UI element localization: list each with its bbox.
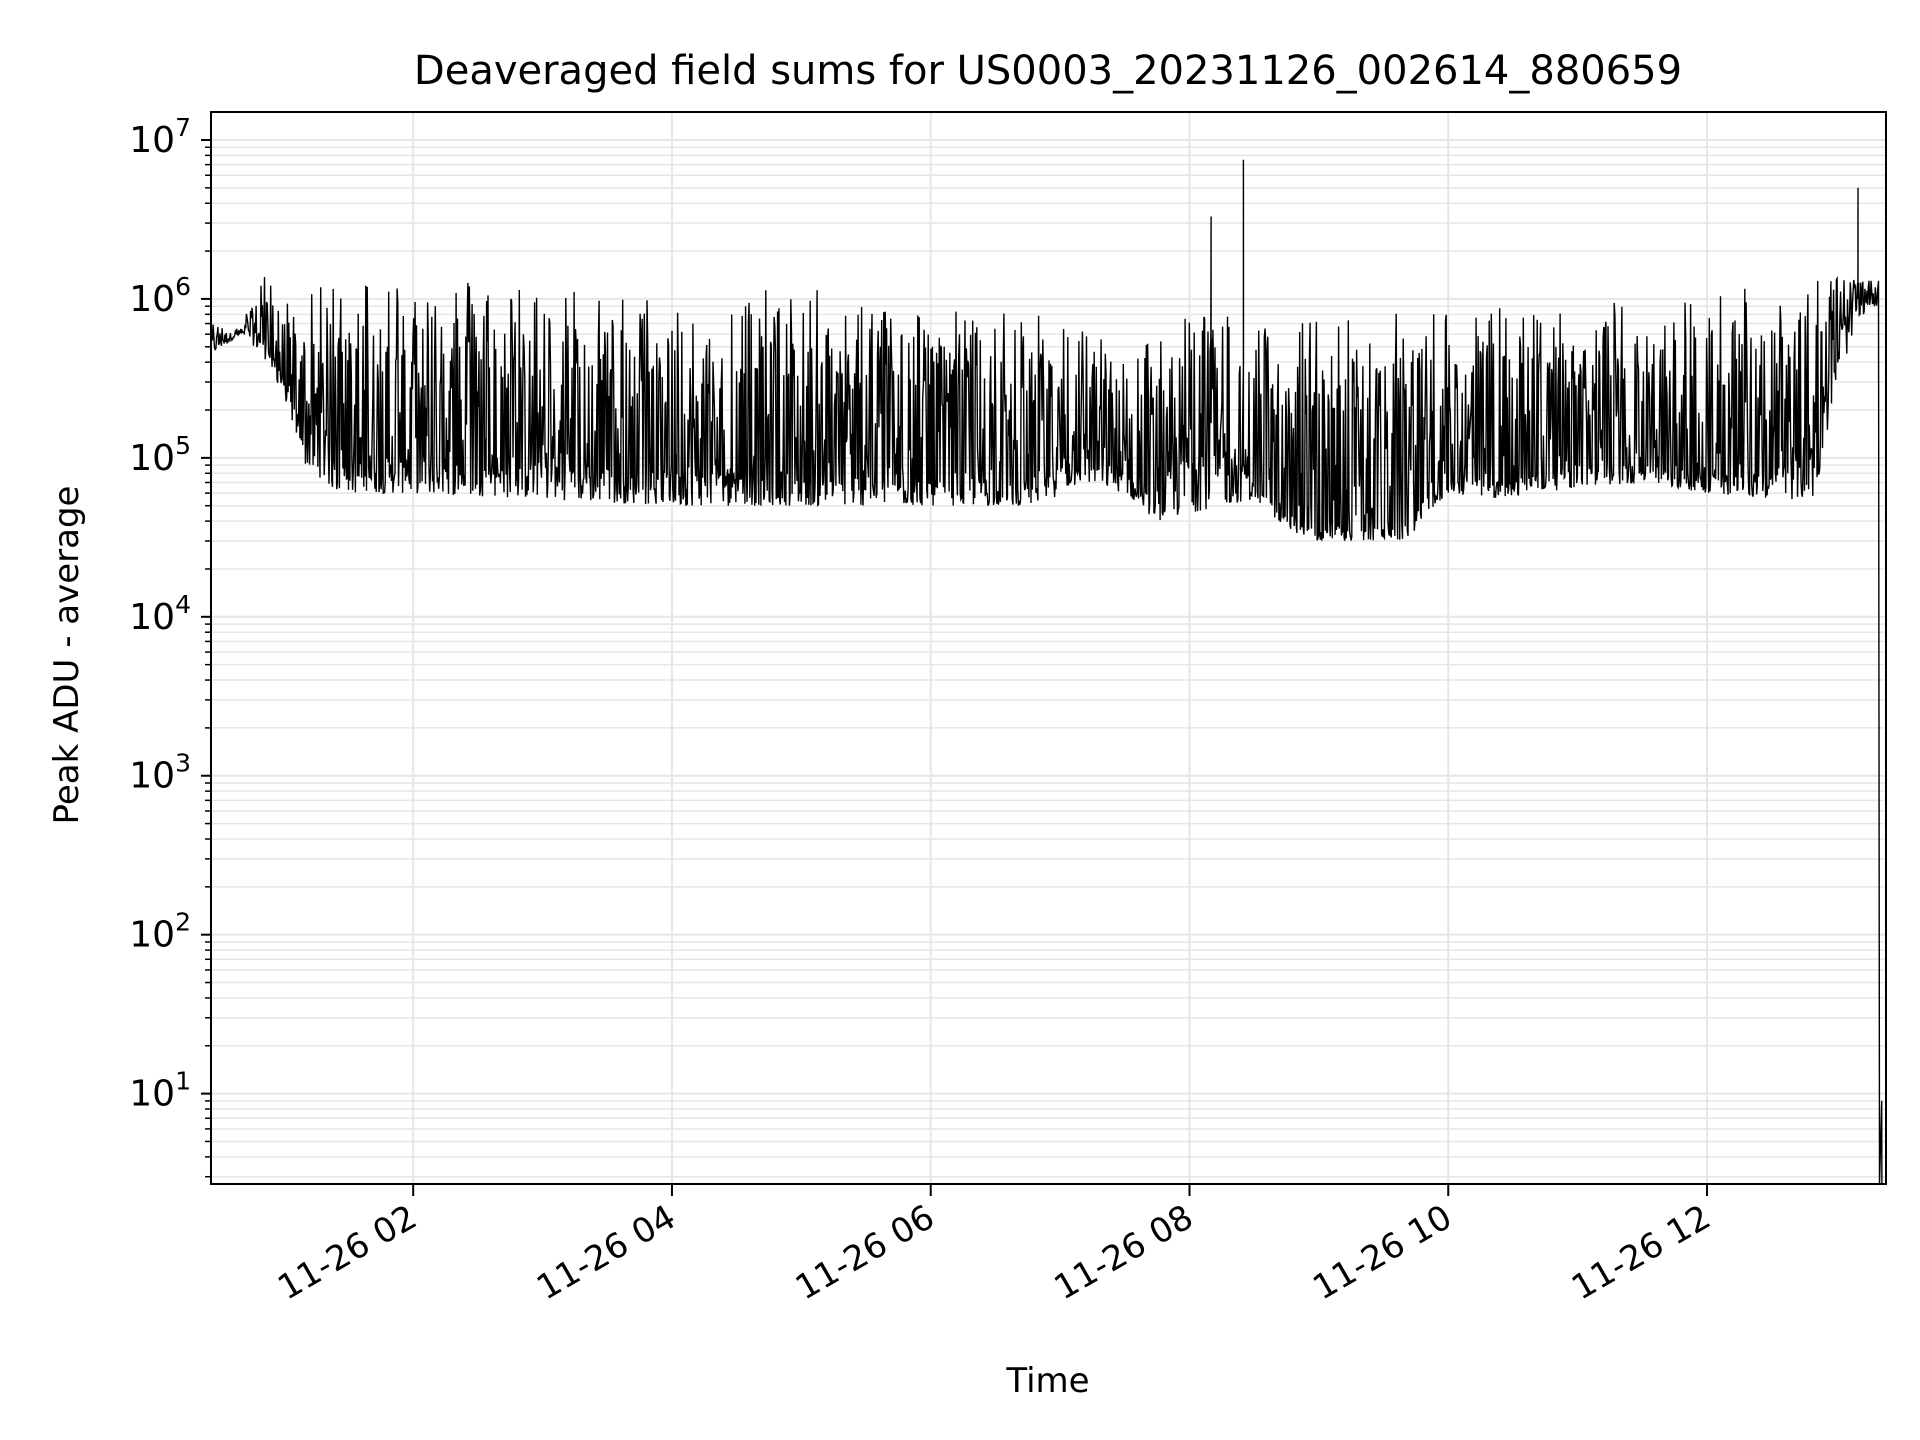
y-tick-label: 107 <box>129 113 191 161</box>
y-tick-label: 105 <box>129 431 191 479</box>
series-line <box>211 159 1883 1184</box>
plot-frame <box>210 111 1887 1185</box>
chart-title: Deaveraged field sums for US0003_2023112… <box>414 48 1682 94</box>
y-tick-label: 101 <box>129 1067 191 1115</box>
plot-area <box>211 159 1883 1184</box>
grid <box>211 112 1886 1184</box>
y-tick-label: 103 <box>129 749 191 797</box>
y-tick-label: 102 <box>129 908 191 956</box>
x-axis-label: Time <box>1005 1361 1089 1401</box>
y-tick-label: 104 <box>129 590 191 638</box>
y-tick-label: 106 <box>129 272 191 320</box>
y-axis-label: Peak ADU - average <box>47 486 87 825</box>
